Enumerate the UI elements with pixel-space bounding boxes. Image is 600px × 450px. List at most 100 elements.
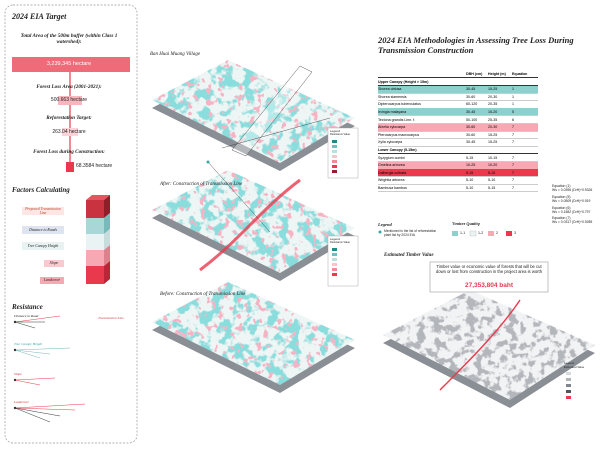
quality-label: 1-1	[460, 231, 466, 235]
table-row: Bambusa bambos 5-10 5-15 7	[378, 184, 538, 193]
table-row: Wrightia arborea 5-10 5-10 7	[378, 177, 538, 185]
table-cell: Bambusa bambos	[378, 185, 407, 190]
quality-label: 3	[514, 231, 516, 235]
quality-swatches	[452, 230, 512, 237]
table-row: Shorea obtusa 30-45 15-25 1	[378, 85, 538, 94]
factor-stack	[22, 195, 110, 284]
table-cell: 7	[512, 125, 514, 130]
table-cell: Upper Canopy (Height > 15m)	[378, 79, 429, 84]
table-cell: 30-60	[466, 125, 476, 130]
table-cell: 20-30	[488, 94, 498, 99]
poster-title: 2024 EIA Methodologies in Assessing Tree…	[378, 35, 574, 55]
table-cell: 50-100	[466, 117, 478, 122]
table-cell: 7	[512, 170, 514, 175]
table-cell: Pterocarpus macrocarpus	[378, 132, 420, 137]
map-title: After: Construction of Transmission Line	[160, 182, 243, 187]
legend-swatches	[332, 140, 337, 276]
section-title: Resistance	[12, 303, 43, 311]
section-title: 2024 EIA Target	[12, 12, 67, 21]
table-cell: 1	[512, 87, 514, 92]
table-cell: 15-25	[488, 132, 498, 137]
table-cell: 20-30	[488, 125, 498, 130]
table-cell: 5-15	[488, 185, 496, 190]
header-cell: Height (m)	[488, 71, 506, 76]
table-cell: Dalbergia cultrata	[378, 170, 407, 175]
table-cell: Shorea obtusa	[378, 87, 402, 92]
legend-subtitle: Resistance Value	[330, 133, 350, 136]
table-cell: 15-25	[488, 140, 498, 145]
header-cell: Equation	[512, 71, 528, 76]
table-row: Syzygium cumini 5-15 10-15 7	[378, 154, 538, 162]
map-stack	[152, 60, 355, 393]
target-bar	[58, 96, 82, 105]
legend-note: Mentioned in the list of reforestation p…	[384, 229, 437, 237]
quality-label: 2	[496, 231, 498, 235]
factor-label: Landcover	[43, 278, 61, 282]
table-cell: 5-10	[466, 178, 474, 183]
table-cell: 1	[512, 94, 514, 99]
target-label: Forest Loss Area (2001-2021):	[36, 84, 102, 90]
legend-dot	[378, 230, 382, 234]
table-cell: 6	[512, 117, 514, 122]
target-label: Forest Loss during Construction:	[33, 149, 105, 155]
table-cell: 7	[512, 163, 514, 168]
equation-name: Equation (6)	[552, 205, 571, 210]
left-panel	[4, 4, 138, 444]
table-cell: Syzygium cumini	[378, 155, 405, 160]
timber-text: Timber value or economic value of forest…	[435, 264, 543, 274]
table-row: Tectona grandis Linn. f. 50-100 25-35 6	[378, 116, 538, 124]
timber-legend	[566, 372, 571, 399]
quality-title: Timber Quality	[452, 221, 480, 226]
table-cell: 30-45	[466, 140, 476, 145]
resistance-label: Distance to Road	[14, 314, 39, 318]
factor-label: Slope	[49, 261, 59, 265]
table-section: Upper Canopy (Height > 15m)	[378, 78, 538, 86]
table-cell: 5-15	[466, 170, 474, 175]
table-cell: 5	[512, 109, 514, 114]
equation-formula: Ws = 0.1582 (D²H)^0.797	[552, 209, 591, 214]
target-value: 500.663 hectare	[50, 97, 88, 103]
table-cell: Lower Canopy (5-15m)	[378, 147, 417, 152]
table-cell: 7	[512, 140, 514, 145]
resistance-label: Landcover	[14, 400, 29, 404]
section-title: Factors Calculating	[12, 186, 70, 194]
table-cell: Xylia xylocarpa	[378, 140, 403, 145]
legend-title: Legend	[564, 361, 575, 365]
table-cell: 7	[512, 132, 514, 137]
factor-label: Distance to Roads	[29, 228, 57, 232]
table-row: Xylia xylocarpa 30-45 15-25 7	[378, 139, 538, 147]
timber-map	[383, 290, 595, 408]
table-cell: 20-35	[488, 102, 498, 107]
table-cell: Irvingia malayana	[378, 109, 407, 114]
timber-value: 27,353,804 baht	[464, 282, 514, 289]
table-cell: 5-10	[466, 185, 474, 190]
table-header: DBH (cm) Height (m) Equation	[378, 70, 538, 78]
target-value: 3,239,345 hectare	[46, 61, 92, 67]
table-cell: Tectona grandis Linn. f.	[378, 117, 416, 122]
table-cell: Afzelia xylocarpa	[378, 125, 406, 130]
target-label: Reforestation Target:	[46, 115, 92, 121]
table-cell: Dipterocarpus tuberculatus	[378, 102, 421, 107]
target-value: 263.04 hectare	[52, 129, 86, 135]
legend-subtitle: Estimated Value	[564, 365, 585, 369]
table-row: Dipterocarpus tuberculatus 60-120 20-35 1	[378, 101, 538, 109]
factor-label: Tree Canopy Height	[27, 244, 59, 248]
table-cell: 10-20	[488, 163, 498, 168]
table-cell: 5-15	[466, 155, 474, 160]
map-title: Before: Construction of Transmission Lin…	[160, 292, 246, 297]
resistance-diagram	[13, 315, 86, 423]
target-bar	[12, 57, 130, 72]
table-cell: 15-25	[488, 87, 498, 92]
map-title: Ban Huai Muang Village	[150, 52, 201, 57]
factor-label: Proposed Transmission Line	[25, 207, 61, 216]
table-cell: 10-25	[466, 163, 476, 168]
table-row: Dalbergia cultrata 5-15 5-10 7	[378, 169, 538, 178]
equation-name: Equation (5)	[552, 194, 571, 199]
target-value: 68.3584 hectare	[76, 163, 113, 169]
table-cell: Shorea siamensis	[378, 94, 407, 99]
equation-name: Equation (1)	[552, 184, 571, 188]
table-cell: 7	[512, 185, 514, 190]
table-row: Shorea siamensis 30-60 20-30 1	[378, 93, 538, 102]
